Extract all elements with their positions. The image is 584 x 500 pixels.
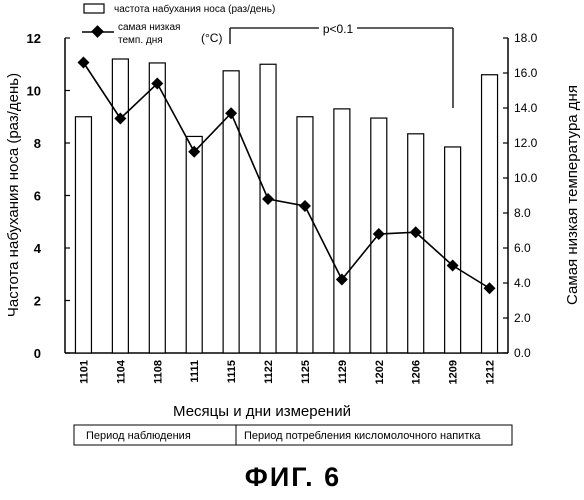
p-value-label: p<0.1 — [323, 22, 354, 36]
left-tick-label: 12 — [27, 31, 41, 46]
figure-title: ФИГ. 6 — [245, 462, 341, 492]
legend-bar-swatch — [84, 4, 104, 13]
bar-1129 — [334, 109, 350, 353]
y-axis-left-title: Частота набухания носа (раз/день) — [5, 73, 22, 317]
x-tick-label-1209: 1209 — [448, 360, 460, 384]
x-tick-label-1101: 1101 — [78, 360, 90, 384]
right-tick-label: 2.0 — [514, 311, 531, 325]
right-tick-label: 10.0 — [514, 171, 538, 185]
y-axis-right-title: Самая низкая температура дня — [564, 85, 581, 305]
legend-bar-label: частота набухания носа (раз/день) — [114, 3, 275, 15]
temperature-line — [83, 63, 489, 289]
legend: частота набухания носа (раз/день) самая … — [82, 3, 275, 46]
temperature-point-1101 — [77, 57, 89, 69]
bar-1108 — [149, 63, 165, 353]
right-tick-label: 18.0 — [514, 31, 538, 45]
observation-period-label: Период наблюдения — [86, 430, 191, 442]
left-tick-label: 0 — [34, 346, 41, 361]
right-tick-label: 14.0 — [514, 101, 538, 115]
consumption-period-label: Период потребления кисломолочного напитк… — [244, 430, 481, 442]
right-axis-unit: (°C) — [201, 31, 222, 45]
legend-line-label-2: темп. дня — [118, 35, 163, 46]
bar-1104 — [112, 59, 128, 353]
bar-1125 — [297, 117, 313, 353]
line-series — [77, 57, 495, 295]
bar-1101 — [75, 117, 91, 353]
x-tick-label-1108: 1108 — [152, 360, 164, 384]
left-tick-label: 10 — [27, 84, 41, 99]
legend-diamond-marker — [91, 25, 104, 38]
x-tick-label-1115: 1115 — [226, 360, 238, 383]
plot-frame — [65, 38, 508, 353]
x-tick-label-1125: 1125 — [300, 360, 312, 384]
x-tick-label-1212: 1212 — [485, 360, 497, 384]
left-tick-label: 2 — [34, 294, 41, 309]
x-tick-label-1206: 1206 — [411, 360, 423, 384]
x-axis-title: Месяцы и дни измерений — [173, 403, 351, 420]
right-tick-label: 0.0 — [514, 346, 531, 360]
x-tick-label-1202: 1202 — [374, 360, 386, 384]
left-tick-label: 6 — [34, 189, 41, 204]
bar-1206 — [408, 134, 424, 353]
bar-1111 — [186, 136, 202, 353]
period-legend: Период наблюдения Период потребления кис… — [74, 425, 512, 445]
left-axis-ticks: 0 2 4 6 8 10 12 — [27, 31, 70, 361]
right-tick-label: 12.0 — [514, 136, 538, 150]
right-tick-label: 4.0 — [514, 276, 531, 290]
x-tick-label-1122: 1122 — [263, 360, 275, 384]
x-tick-label-1111: 1111 — [189, 360, 201, 383]
bar-1212 — [482, 75, 498, 353]
x-tick-label-1129: 1129 — [337, 360, 349, 384]
bar-series — [75, 59, 497, 353]
right-tick-label: 8.0 — [514, 206, 531, 220]
legend-line-label-1: самая низкая — [118, 22, 180, 33]
x-axis-tick-labels: 1101 1104 1108 1111 1115 1122 1125 1129 1202 1206… — [78, 359, 496, 384]
bar-1122 — [260, 64, 276, 353]
left-tick-label: 4 — [34, 241, 42, 256]
x-tick-label-1104: 1104 — [115, 359, 127, 384]
left-tick-label: 8 — [34, 136, 41, 151]
right-tick-label: 6.0 — [514, 241, 531, 255]
right-tick-label: 16.0 — [514, 66, 538, 80]
bar-1209 — [445, 147, 461, 353]
